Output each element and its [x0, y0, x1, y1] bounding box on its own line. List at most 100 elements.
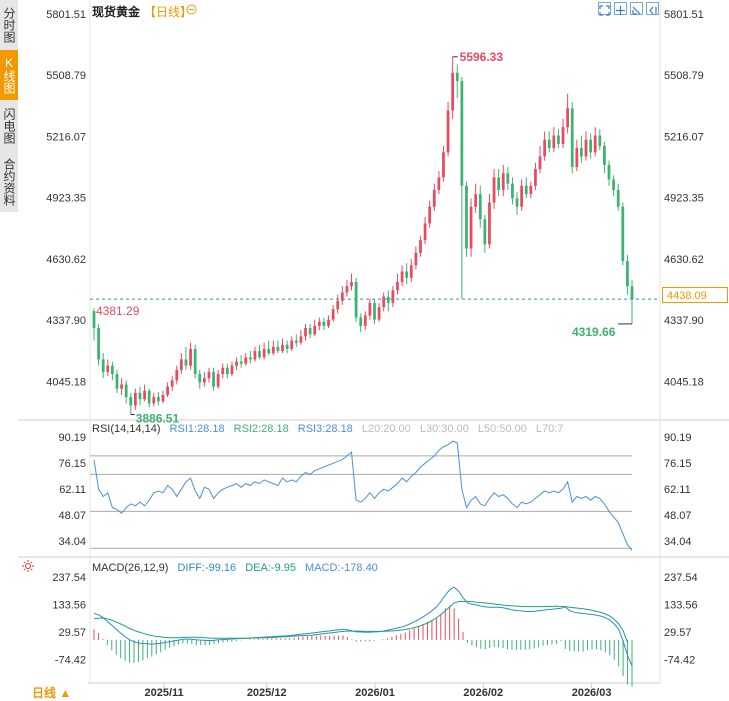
candle-body — [120, 384, 123, 389]
macd-tick-label-right: 133.56 — [664, 600, 698, 612]
rsi1-value: RSI1:28.18 — [169, 423, 225, 435]
fullscreen-icon[interactable] — [598, 2, 611, 16]
rsi-tick-label-right: 76.15 — [664, 458, 692, 470]
candle-body — [152, 397, 156, 404]
candle-body — [294, 340, 298, 343]
candle-body — [313, 325, 317, 335]
candle-body — [216, 374, 220, 387]
candle-body — [368, 302, 372, 316]
candle-body — [561, 127, 565, 144]
macd-diff-line — [93, 586, 633, 667]
candle-body — [124, 384, 128, 398]
candle-body — [446, 110, 450, 153]
candle-body — [386, 296, 390, 303]
macd-tick-label-left: -74.42 — [55, 654, 86, 666]
candle-body — [570, 108, 574, 167]
candle-body — [202, 378, 206, 383]
candle-body — [317, 321, 321, 326]
candle-body — [244, 357, 248, 364]
candle-body — [175, 369, 179, 381]
refresh-icon[interactable] — [630, 2, 643, 15]
candle-body — [299, 336, 303, 343]
candle-body — [419, 240, 422, 253]
candle-body — [534, 169, 537, 186]
candle-body — [101, 359, 105, 372]
candle-body — [111, 365, 114, 375]
x-tick-label: 2025/12 — [247, 687, 287, 699]
candle-body — [134, 392, 137, 406]
candle-body — [442, 152, 445, 178]
x-tick-label: 2026/03 — [572, 687, 612, 699]
candle-body — [373, 302, 376, 320]
period-label: 【日线】 — [144, 5, 193, 19]
rsi-tick-label-left: 90.19 — [58, 432, 86, 444]
candle-body — [543, 139, 547, 157]
candle-body — [106, 365, 110, 372]
rsi1-line — [93, 440, 633, 551]
candle-body — [524, 185, 528, 195]
rsi-l70: L70:7 — [535, 423, 564, 435]
candle-body — [520, 185, 524, 207]
tab-timeshare[interactable]: 分时图 — [2, 7, 16, 43]
candle-body — [552, 135, 556, 149]
crosshair-icon[interactable] — [614, 2, 627, 15]
candle-body — [290, 340, 294, 349]
y-tick-label-right: 5216.07 — [664, 131, 704, 143]
candle-body — [497, 177, 501, 190]
y-tick-label-left: 5216.07 — [46, 131, 86, 143]
zoom-out-icon[interactable] — [186, 4, 197, 15]
macd-name[interactable]: MACD(26,12,9) — [92, 562, 169, 574]
candle-body — [575, 148, 579, 167]
candle-body — [580, 148, 583, 157]
macd-tick-label-left: 29.57 — [58, 627, 86, 639]
candle-body — [281, 344, 284, 352]
high-label: 5596.33 — [460, 50, 504, 64]
bottom-bar: 日线 ▲ — [18, 684, 88, 700]
x-tick-label: 2026/01 — [355, 687, 395, 699]
rsi-l20: L20:20.00 — [361, 423, 411, 435]
candle-body — [166, 386, 169, 395]
candle-body — [529, 185, 533, 195]
period-select[interactable]: 日线 ▲ — [32, 686, 72, 700]
candle-body — [428, 206, 432, 224]
candle-body — [138, 392, 142, 400]
tab-kline[interactable]: K线图 — [0, 50, 18, 100]
tab-flash-chart[interactable]: 闪电图 — [2, 108, 16, 144]
candle-body — [184, 359, 188, 366]
indicator-settings-icon[interactable] — [22, 560, 34, 572]
candle-body — [460, 81, 464, 186]
rsi-name[interactable]: RSI(14,14,14) — [92, 423, 161, 435]
macd-tick-label-left: 133.56 — [52, 600, 86, 612]
candle-body — [423, 223, 427, 241]
candle-body — [515, 198, 519, 207]
settings-icon[interactable] — [646, 2, 659, 15]
candle-body — [474, 194, 478, 207]
candle-body — [189, 348, 192, 366]
candle-body — [322, 321, 326, 326]
y-tick-label-right: 4045.18 — [664, 376, 704, 388]
candle-body — [285, 344, 289, 349]
macd-tick-label-right: 29.57 — [664, 627, 692, 639]
candle-body — [212, 371, 215, 387]
x-tick-label: 2026/02 — [463, 687, 503, 699]
last-low-label: 4319.66 — [572, 325, 616, 339]
candle-body — [276, 346, 280, 352]
y-tick-label-left: 5801.51 — [46, 9, 86, 21]
candle-body — [235, 361, 238, 366]
candle-body — [621, 206, 625, 262]
macd-dea-value: DEA:-9.95 — [245, 562, 296, 574]
candle-body — [598, 135, 602, 146]
rsi-l50: L50:50.00 — [477, 423, 527, 435]
candle-body — [198, 374, 202, 383]
candle-body — [345, 286, 349, 293]
y-tick-label-left: 4923.35 — [46, 193, 86, 205]
rsi-l30: L30:30.00 — [419, 423, 469, 435]
candle-body — [359, 317, 363, 326]
y-tick-label-left: 4337.90 — [46, 315, 86, 327]
candle-body — [350, 282, 353, 287]
candle-body — [566, 108, 570, 128]
candle-body — [207, 371, 211, 379]
candle-body — [501, 173, 505, 190]
tab-contract-info[interactable]: 合约资料 — [2, 158, 16, 206]
